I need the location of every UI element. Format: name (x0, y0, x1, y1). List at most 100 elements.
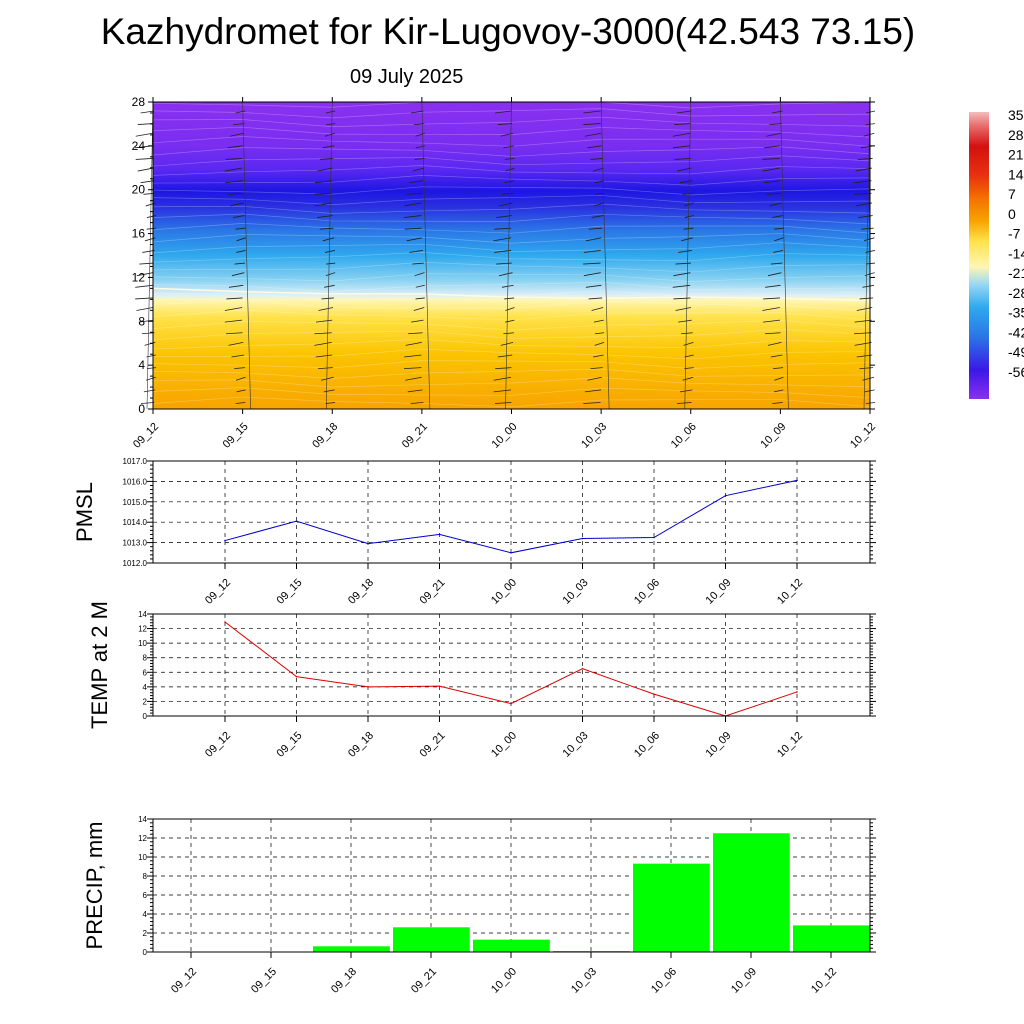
y-tick-label: 2 (143, 929, 148, 938)
wind-barb (414, 272, 425, 277)
x-tick-label: 10_00 (489, 577, 519, 607)
wind-barb (325, 402, 336, 404)
y-tick-label: 12 (132, 270, 146, 284)
wind-barb (763, 145, 781, 149)
wind-barb (499, 202, 513, 207)
wind-barb (227, 192, 243, 195)
wind-barb (583, 262, 601, 265)
x-tick-label: 09_21 (409, 966, 439, 996)
x-tick-label: 10_12 (775, 577, 805, 607)
wind-barb (588, 227, 603, 230)
wind-barb (497, 354, 513, 358)
wind-barb (497, 123, 513, 125)
y-tick-label: 8 (138, 314, 145, 328)
x-tick-label: 09_15 (275, 577, 305, 607)
colorbar-label: -14 (1008, 245, 1024, 261)
plot-area (153, 614, 870, 716)
wind-barb (769, 202, 783, 207)
wind-barb (224, 319, 243, 323)
wind-barb (854, 192, 872, 195)
wind-barb (583, 123, 601, 125)
y-tick-label: 1014.0 (123, 518, 148, 527)
wind-barb (770, 262, 783, 265)
wind-barb (410, 402, 424, 404)
x-tick-label: 09_12 (169, 966, 199, 996)
wind-barb (405, 376, 422, 381)
wind-barb (855, 167, 872, 172)
x-tick-label: 09_18 (346, 730, 376, 760)
y-tick-label: 1012.0 (123, 559, 148, 568)
wind-barb (325, 110, 336, 114)
wind-barb (590, 158, 603, 160)
wind-barb (233, 123, 245, 125)
x-tick-label: 10_06 (632, 577, 662, 607)
wind-barb (224, 307, 243, 311)
x-tick-label: 10_03 (579, 421, 609, 451)
barb-staff (505, 101, 512, 410)
y-tick-label: 8 (143, 872, 148, 881)
contour-line (152, 319, 871, 331)
wind-barb (683, 342, 694, 346)
y-tick-label: 28 (132, 95, 146, 109)
data-point (438, 533, 441, 536)
x-tick-label: 09_21 (400, 421, 430, 451)
y-tick-label: 8 (143, 654, 148, 663)
wind-barb (406, 237, 423, 242)
y-tick-label: 2 (143, 697, 148, 706)
wind-barb (495, 367, 512, 370)
plot-frame (152, 460, 871, 564)
wind-barb (325, 272, 336, 277)
y-tick-label: 6 (143, 668, 148, 677)
colorbar-label: -28 (1008, 285, 1024, 301)
colorbar-label: -56 (1008, 364, 1024, 380)
page-title: Kazhydromet for Kir-Lugovoy-3000(42.543 … (100, 11, 916, 52)
x-tick-label: 10_00 (490, 421, 520, 451)
data-point (796, 479, 798, 482)
y-tick-label: 4 (143, 683, 148, 692)
wind-barb (228, 342, 244, 346)
wind-barb (766, 192, 782, 195)
contour-line (152, 223, 871, 234)
wind-barb (684, 354, 694, 358)
wind-barb (769, 123, 782, 125)
wind-barb (135, 297, 153, 300)
wind-barb (773, 250, 784, 253)
wind-barb (594, 342, 605, 346)
wind-barb (590, 367, 603, 370)
x-tick-label: 10_09 (704, 577, 734, 607)
wind-barb (137, 167, 154, 172)
wind-barb (411, 319, 424, 323)
wind-barb (225, 158, 243, 160)
wind-barb (318, 367, 333, 370)
data-point (367, 542, 369, 545)
x-tick-label: 09_15 (275, 730, 305, 760)
plot-frame (152, 818, 871, 953)
wind-barb (863, 237, 875, 242)
data-point (653, 693, 655, 695)
colorbar-label: 14 (1008, 166, 1024, 182)
wind-barb (496, 262, 512, 265)
wind-barb (415, 145, 425, 149)
wind-barb (595, 192, 605, 195)
wind-barb (854, 319, 872, 323)
wind-barb (136, 272, 154, 277)
freezing-level-line (152, 287, 871, 302)
x-tick-label: 10_03 (561, 577, 591, 607)
wind-barb (322, 237, 335, 242)
data-point (581, 667, 584, 670)
contour-line (152, 309, 871, 321)
wind-barb (135, 132, 153, 137)
plot-area (153, 461, 870, 563)
contour-line (152, 146, 871, 157)
wind-barb (774, 376, 784, 381)
x-tick-label: 10_12 (809, 966, 839, 996)
wind-barb (141, 332, 155, 335)
data-point (796, 691, 798, 693)
x-tick-label: 09_15 (221, 421, 251, 451)
wind-barb (224, 167, 243, 172)
wind-barb (230, 202, 244, 207)
wind-barb (228, 284, 244, 288)
x-tick-label: 10_03 (561, 730, 591, 760)
wind-barb (314, 192, 332, 195)
